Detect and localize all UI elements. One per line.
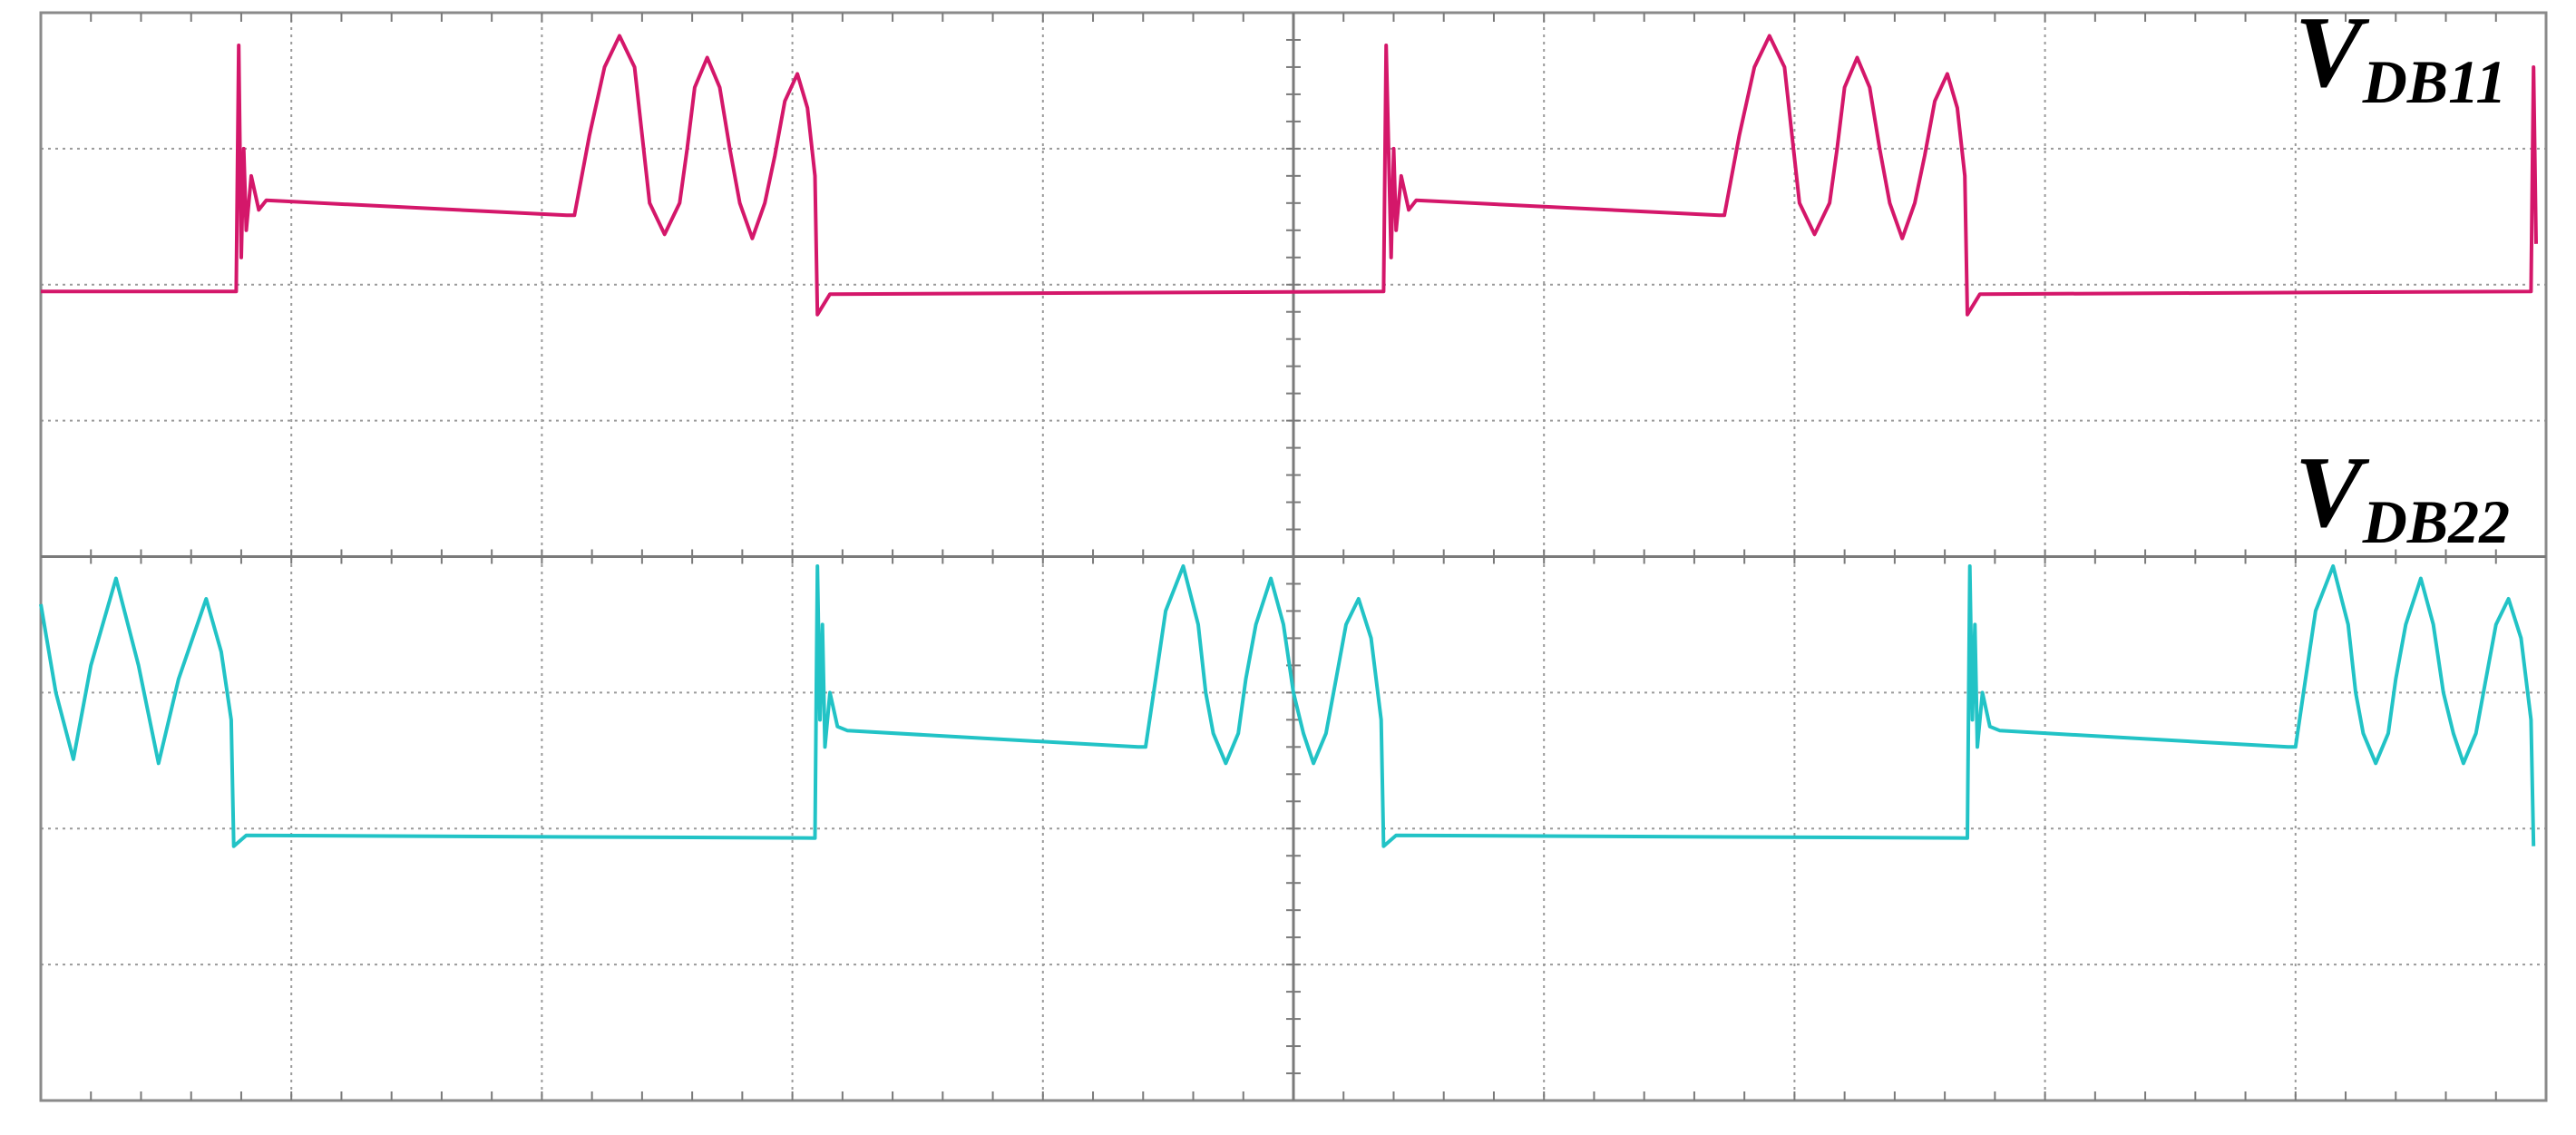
waveform [41,34,2538,317]
label-sub: DB22 [2362,487,2510,556]
label-main: V [2295,0,2370,109]
waveform [39,564,2536,848]
label-main: V [2295,436,2370,549]
label-sub: DB11 [2362,47,2507,116]
channel-label: VDB22 [2295,436,2510,556]
channel-label: VDB11 [2295,0,2506,116]
